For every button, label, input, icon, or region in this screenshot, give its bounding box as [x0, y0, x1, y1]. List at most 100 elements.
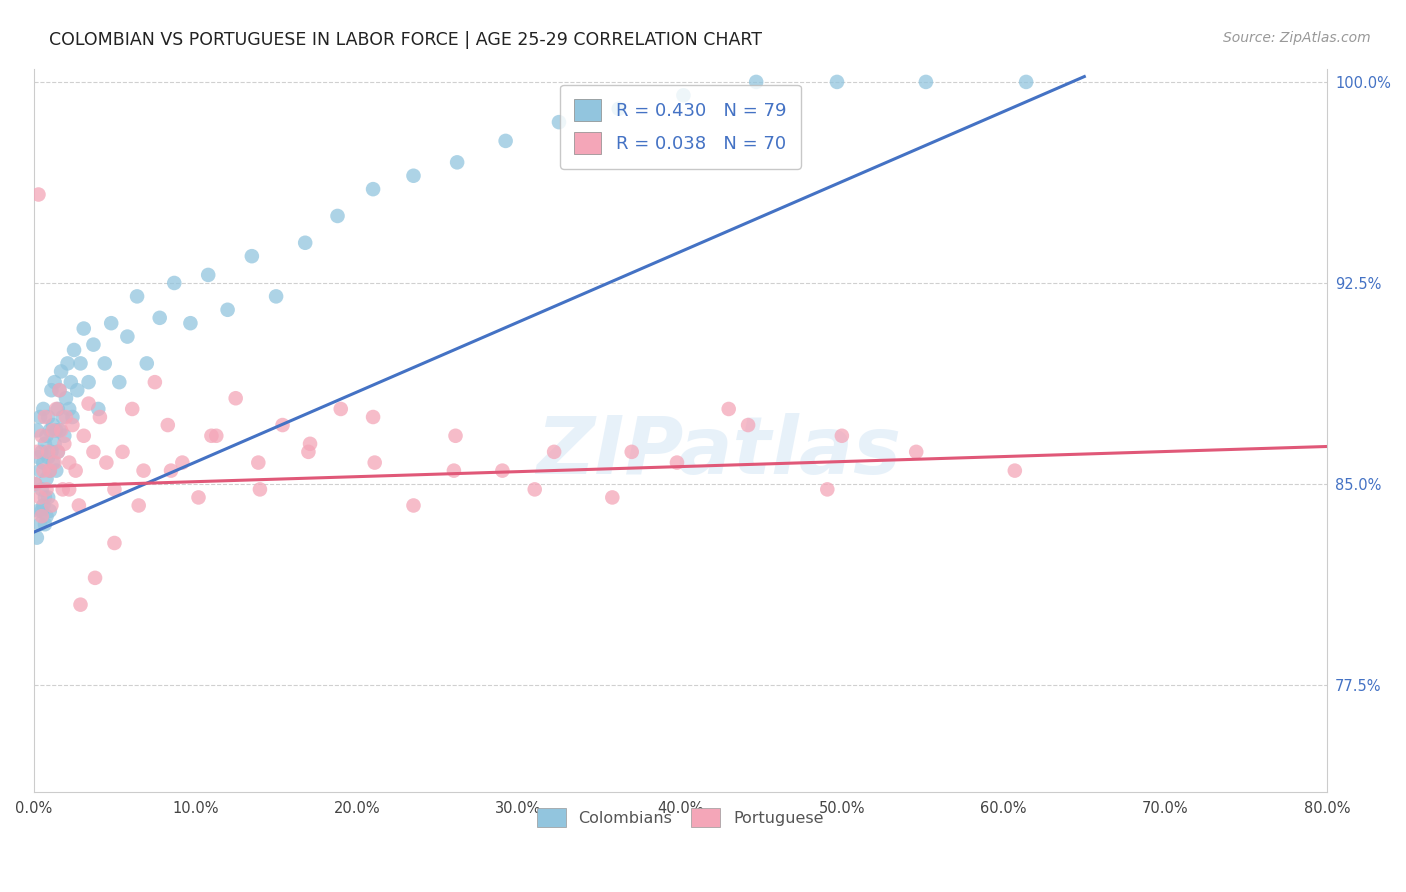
Point	[111, 445, 134, 459]
Point	[73, 321, 96, 335]
Point	[63, 343, 86, 357]
Point	[46, 401, 69, 416]
Point	[27, 450, 49, 465]
Point	[24, 477, 46, 491]
Point	[58, 456, 80, 470]
Point	[27, 504, 49, 518]
Point	[27, 187, 49, 202]
Point	[249, 483, 271, 497]
Point	[59, 375, 82, 389]
Point	[30, 491, 52, 505]
Point	[49, 364, 72, 378]
Point	[523, 483, 546, 497]
Point	[737, 418, 759, 433]
Point	[179, 316, 201, 330]
Point	[402, 499, 425, 513]
Point	[491, 464, 513, 478]
Point	[197, 268, 219, 282]
Point	[31, 429, 53, 443]
Point	[143, 375, 166, 389]
Point	[41, 499, 63, 513]
Point	[205, 429, 228, 443]
Point	[48, 424, 70, 438]
Point	[38, 464, 60, 478]
Point	[831, 429, 853, 443]
Point	[402, 169, 425, 183]
Point	[135, 356, 157, 370]
Point	[187, 491, 209, 505]
Point	[172, 456, 194, 470]
Point	[103, 483, 125, 497]
Point	[38, 464, 60, 478]
Point	[825, 75, 848, 89]
Point	[82, 337, 104, 351]
Point	[89, 410, 111, 425]
Point	[602, 491, 624, 505]
Point	[326, 209, 349, 223]
Point	[87, 401, 110, 416]
Point	[53, 429, 76, 443]
Point	[31, 445, 53, 459]
Point	[48, 383, 70, 397]
Point	[24, 477, 46, 491]
Point	[543, 445, 565, 459]
Point	[620, 445, 643, 459]
Point	[62, 410, 84, 425]
Point	[56, 356, 79, 370]
Point	[48, 383, 70, 397]
Point	[77, 396, 100, 410]
Point	[271, 418, 294, 433]
Point	[444, 429, 467, 443]
Point	[160, 464, 183, 478]
Point	[66, 383, 89, 397]
Point	[32, 401, 55, 416]
Point	[45, 401, 67, 416]
Point	[117, 329, 139, 343]
Point	[200, 429, 222, 443]
Point	[815, 483, 838, 497]
Point	[58, 401, 80, 416]
Point	[361, 410, 384, 425]
Point	[44, 375, 66, 389]
Point	[30, 464, 52, 478]
Point	[69, 598, 91, 612]
Point	[37, 450, 59, 465]
Point	[31, 509, 53, 524]
Point	[84, 571, 107, 585]
Point	[745, 75, 768, 89]
Point	[38, 424, 60, 438]
Point	[25, 445, 48, 459]
Point	[45, 424, 67, 438]
Point	[52, 410, 75, 425]
Point	[32, 456, 55, 470]
Point	[45, 464, 67, 478]
Point	[240, 249, 263, 263]
Point	[1015, 75, 1038, 89]
Point	[125, 289, 148, 303]
Point	[548, 115, 571, 129]
Point	[34, 517, 56, 532]
Point	[128, 499, 150, 513]
Point	[121, 401, 143, 416]
Point	[37, 445, 59, 459]
Point	[34, 410, 56, 425]
Point	[363, 456, 385, 470]
Point	[30, 410, 52, 425]
Text: Source: ZipAtlas.com: Source: ZipAtlas.com	[1223, 31, 1371, 45]
Point	[53, 437, 76, 451]
Point	[329, 401, 352, 416]
Point	[42, 418, 65, 433]
Point	[65, 464, 87, 478]
Point	[35, 472, 58, 486]
Point	[67, 499, 90, 513]
Point	[32, 464, 55, 478]
Point	[96, 456, 118, 470]
Legend: Colombians, Portuguese: Colombians, Portuguese	[529, 799, 831, 835]
Point	[905, 445, 928, 459]
Point	[37, 491, 59, 505]
Point	[55, 410, 77, 425]
Point	[297, 445, 319, 459]
Point	[41, 445, 63, 459]
Point	[35, 509, 58, 524]
Point	[55, 391, 77, 405]
